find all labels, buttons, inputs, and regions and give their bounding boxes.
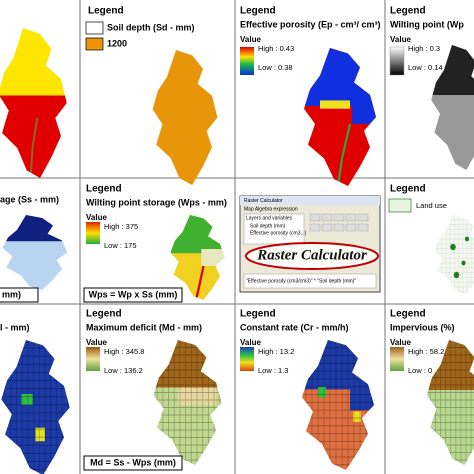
label: Raster Calculator: [244, 198, 283, 204]
label: Legend: [86, 309, 122, 320]
label: Value: [240, 35, 261, 44]
label: Constant rate (Cr - mm/h): [240, 322, 349, 332]
map-deficit-cropped: [1, 340, 70, 474]
label: High : 375: [104, 222, 138, 231]
label: Wilting point storage (Wps - mm): [86, 197, 227, 207]
map-wps: [170, 215, 225, 301]
label: Legend: [240, 6, 276, 17]
label: Value: [86, 338, 107, 347]
label: Soil depth (mm): [250, 223, 286, 229]
label: Effective porosity (Ep - cm³/ cm³): [240, 19, 381, 29]
label: Legend: [86, 184, 122, 195]
map-impervious: [426, 340, 474, 465]
label: Soil depth (Sd - mm): [107, 22, 195, 32]
label: Low : 1.3: [258, 366, 288, 375]
label: Md = Ss - Wps (mm): [90, 457, 176, 467]
label: Low : 0: [408, 366, 432, 375]
legend-swatch: [388, 198, 412, 213]
label: Legend: [240, 309, 276, 320]
map-porosity: [304, 48, 376, 186]
label: Legend: [390, 6, 426, 17]
highlight-oval: [245, 242, 379, 270]
label: Legend: [390, 309, 426, 320]
equation-box: [83, 287, 183, 303]
color-ramp: [86, 347, 100, 371]
map-land-use: [434, 215, 474, 295]
equation-box: [83, 455, 183, 471]
label: Land use: [416, 201, 447, 210]
label: Layers and variables: [246, 215, 293, 221]
equation-box: [0, 287, 39, 303]
label: age (Ss - mm): [0, 194, 59, 204]
label: "Effective porosity (cm3/cm3)" * "Soil d…: [246, 278, 356, 284]
label: High : 0.3: [408, 44, 440, 53]
label: Value: [240, 338, 261, 347]
map-constant-rate: [302, 340, 374, 470]
label: Legend: [390, 184, 426, 195]
label: Value: [86, 213, 107, 222]
label: High : 58.2: [408, 347, 444, 356]
label: Value: [390, 338, 411, 347]
buttons: [309, 213, 369, 232]
map-soil-cropped: [0, 28, 67, 178]
label: High : 345.8: [104, 347, 144, 356]
label: mm): [2, 289, 21, 299]
expression-box: [243, 273, 377, 289]
label: Map Algebra expression: [244, 206, 298, 212]
label: Legend: [88, 6, 124, 17]
layer-list: [243, 213, 305, 245]
label: High : 0.43: [258, 44, 294, 53]
color-ramp: [390, 347, 404, 371]
label: l - mm): [0, 322, 30, 332]
color-ramp: [86, 222, 100, 244]
label: Value: [390, 35, 411, 44]
color-ramp: [389, 46, 405, 76]
label: Low : 0.38: [258, 63, 293, 72]
label: Impervious (%): [390, 322, 455, 332]
title-bar: [240, 196, 380, 205]
map-soil-depth: [152, 50, 218, 185]
label: High : 13.2: [258, 347, 294, 356]
color-ramp: [240, 47, 254, 75]
label: 1200: [107, 38, 127, 48]
raster-calculator-window: [239, 195, 381, 293]
label: Wps = Wp x Ss (mm): [89, 289, 178, 299]
legend-swatch: [85, 37, 104, 51]
legend-swatch: [85, 21, 104, 35]
label: Wilting point (Wp: [390, 19, 464, 29]
map-deficit: [153, 340, 222, 465]
label: Low : 175: [104, 241, 137, 250]
label: Low : 136.2: [104, 366, 143, 375]
map-storage-cropped: [2, 215, 68, 290]
label: Raster Calculator: [256, 247, 367, 263]
label: Maximum deficit (Md - mm): [86, 322, 202, 332]
label: Effective porosity (cm3...): [250, 230, 307, 236]
label: Low : 0.14: [408, 63, 443, 72]
color-ramp: [240, 347, 254, 371]
